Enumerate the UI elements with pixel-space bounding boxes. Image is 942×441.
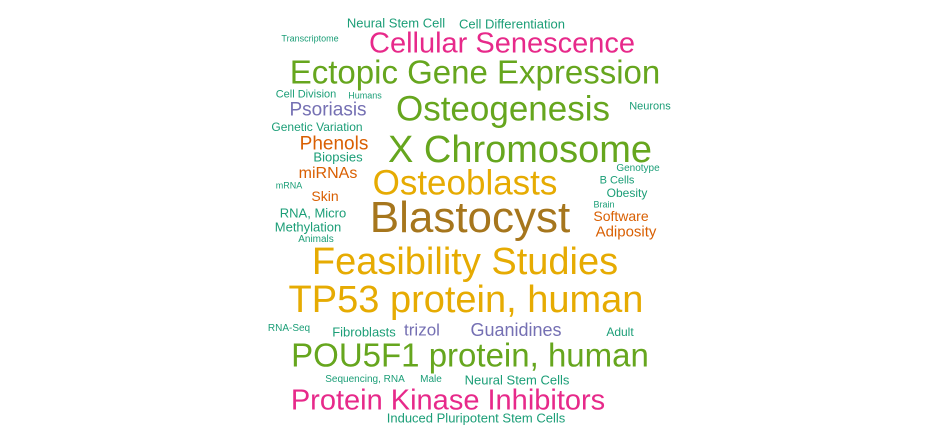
word-obesity: Obesity [606,186,648,200]
word-induced-pluripotent-stem-cells: Induced Pluripotent Stem Cells [386,410,566,426]
word-osteoblasts: Osteoblasts [372,163,558,203]
word-protein-kinase-inhibitors: Protein Kinase Inhibitors [290,384,606,417]
word-software: Software [593,208,649,224]
word-cell-differentiation: Cell Differentiation [459,16,565,32]
word-guanidines: Guanidines [470,320,562,340]
word-trizol: trizol [404,320,440,340]
word-feasibility-studies: Feasibility Studies [311,241,619,283]
word-blastocyst: Blastocyst [369,193,571,242]
word-phenols: Phenols [299,133,369,155]
word-cellular-senescence: Cellular Senescence [369,27,635,60]
word-adult: Adult [606,325,634,339]
word-male: Male [420,374,442,385]
word-pou5f1-protein-human: POU5F1 protein, human [291,336,649,374]
word-fibroblasts: Fibroblasts [332,324,396,340]
word-ectopic-gene-expression: Ectopic Gene Expression [289,53,661,91]
word-methylation: Methylation [274,219,342,235]
word-rna-micro: RNA, Micro [279,205,347,221]
word-sequencing-rna: Sequencing, RNA [325,374,405,385]
word-animals: Animals [298,234,334,245]
word-psoriasis: Psoriasis [289,99,367,121]
word-mrna: mRNA [275,180,303,191]
word-neural-stem-cell: Neural Stem Cell [346,15,446,31]
word-osteogenesis: Osteogenesis [395,89,611,129]
word-x-chromosome: X Chromosome [388,129,652,171]
word-rna-seq: RNA-Seq [267,323,311,334]
word-biopsies: Biopsies [313,149,363,165]
word-mirnas: miRNAs [298,165,358,182]
word-genetic-variation: Genetic Variation [271,120,363,134]
word-transcriptome: Transcriptome [281,33,339,44]
word-brain: Brain [593,199,615,210]
word-adiposity: Adiposity [595,223,657,241]
word-humans: Humans [348,90,382,101]
word-skin: Skin [311,188,339,204]
word-neural-stem-cells: Neural Stem Cells [464,372,570,388]
word-tp53-protein-human: TP53 protein, human [288,279,644,321]
word-neurons: Neurons [629,100,671,113]
word-cell-division: Cell Division [275,88,337,101]
word-b-cells: B Cells [599,174,635,187]
word-genotype: Genotype [616,163,660,174]
